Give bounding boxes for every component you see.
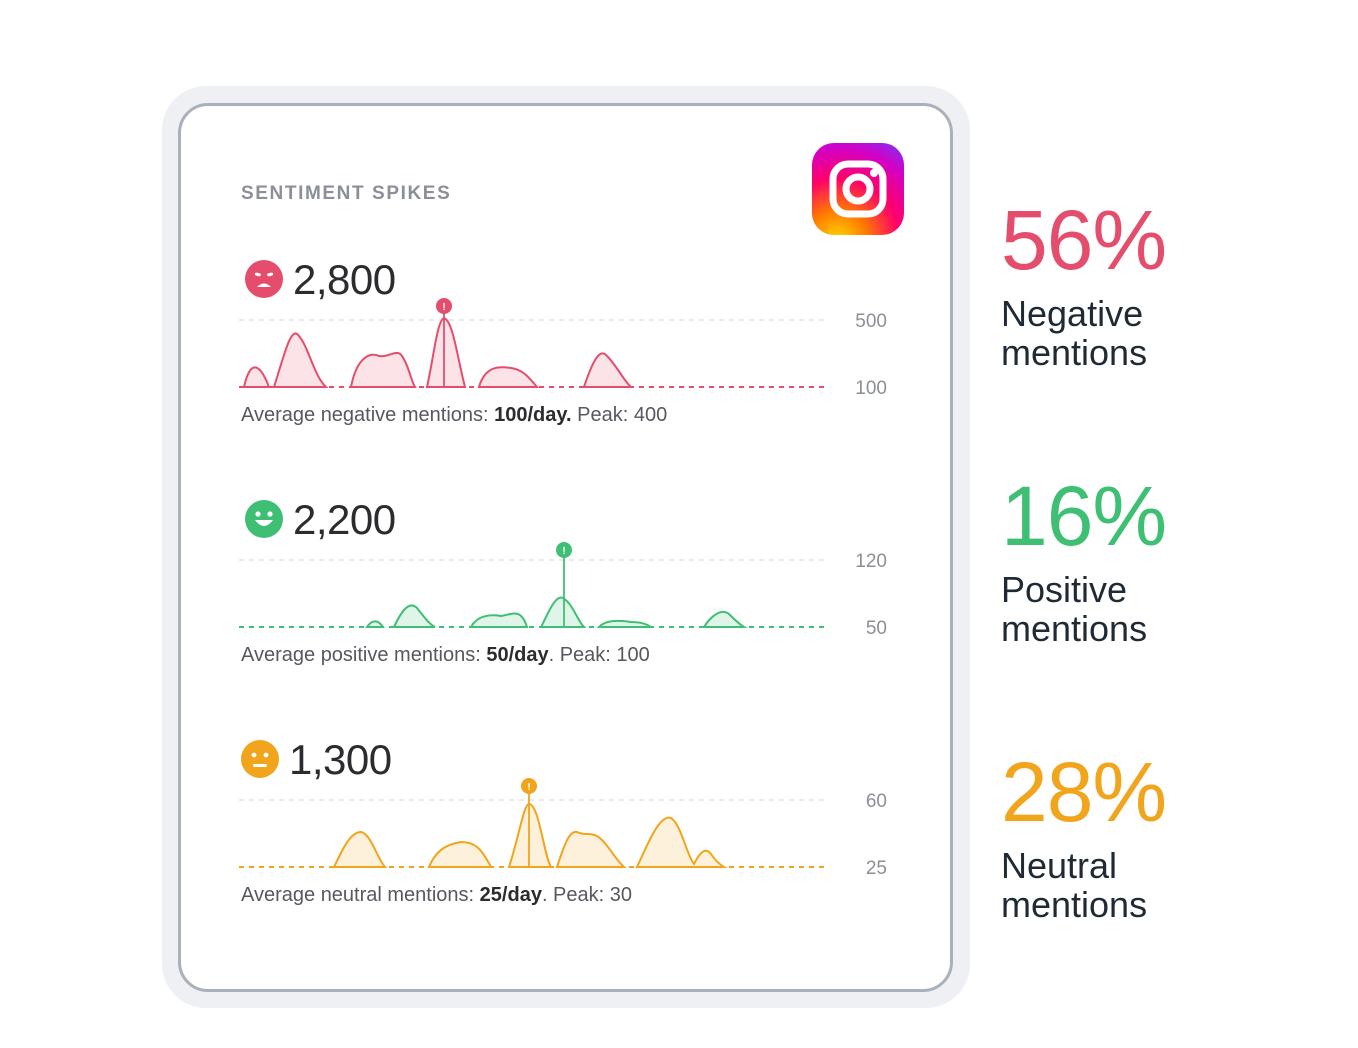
negative-caption: Average negative mentions: 100/day. Peak… bbox=[241, 404, 668, 426]
angry-face-icon bbox=[245, 260, 283, 298]
positive-caption: Average positive mentions: 50/day. Peak:… bbox=[241, 644, 650, 666]
negative-area bbox=[242, 316, 634, 388]
positive-summary: 16% Positive mentions bbox=[1001, 474, 1331, 648]
negative-percent: 56% bbox=[1001, 193, 1167, 287]
positive-section: 2,200 120 50 ! Average positive mentions… bbox=[181, 496, 956, 706]
negative-summary-label: Negative mentions bbox=[1001, 293, 1148, 373]
neutral-peak-marker[interactable] bbox=[521, 778, 537, 794]
neutral-caption: Average neutral mentions: 25/day. Peak: … bbox=[241, 884, 632, 906]
positive-area bbox=[365, 596, 748, 628]
neutral-axis-top: 60 bbox=[866, 791, 887, 812]
neutral-summary-label: Neutral mentions bbox=[1001, 845, 1148, 925]
negative-summary: 56% Negative mentions bbox=[1001, 198, 1331, 372]
neutral-section: 1,300 60 25 ! Average neutral mentions: … bbox=[181, 736, 956, 946]
negative-peak-marker[interactable] bbox=[436, 298, 452, 314]
positive-percent: 16% bbox=[1001, 469, 1167, 563]
instagram-icon[interactable] bbox=[812, 143, 904, 235]
positive-spike-chart: 120 50 ! bbox=[239, 542, 887, 639]
sentiment-spikes-card: SENTIMENT SPIKES 2,800 500 100 ! Average… bbox=[178, 103, 953, 992]
neutral-face-icon bbox=[241, 740, 279, 778]
negative-spike-chart: 500 100 ! bbox=[239, 298, 887, 399]
neutral-spike-chart: 60 25 ! bbox=[239, 778, 887, 879]
happy-face-icon bbox=[245, 500, 283, 538]
positive-count: 2,200 bbox=[293, 496, 396, 543]
svg-text:!: ! bbox=[562, 546, 565, 557]
neutral-axis-bottom: 25 bbox=[866, 858, 887, 879]
negative-axis-top: 500 bbox=[855, 311, 887, 332]
neutral-count: 1,300 bbox=[289, 736, 392, 783]
svg-text:!: ! bbox=[527, 782, 530, 793]
positive-summary-label: Positive mentions bbox=[1001, 569, 1148, 649]
positive-axis-top: 120 bbox=[855, 551, 887, 572]
negative-axis-bottom: 100 bbox=[855, 378, 887, 399]
svg-text:!: ! bbox=[442, 302, 445, 313]
card-title: SENTIMENT SPIKES bbox=[241, 183, 452, 204]
neutral-summary: 28% Neutral mentions bbox=[1001, 750, 1331, 924]
positive-peak-marker[interactable] bbox=[556, 542, 572, 558]
positive-axis-bottom: 50 bbox=[866, 618, 887, 639]
negative-count: 2,800 bbox=[293, 256, 396, 303]
negative-section: 2,800 500 100 ! Average negative mention… bbox=[181, 256, 956, 466]
neutral-percent: 28% bbox=[1001, 745, 1167, 839]
